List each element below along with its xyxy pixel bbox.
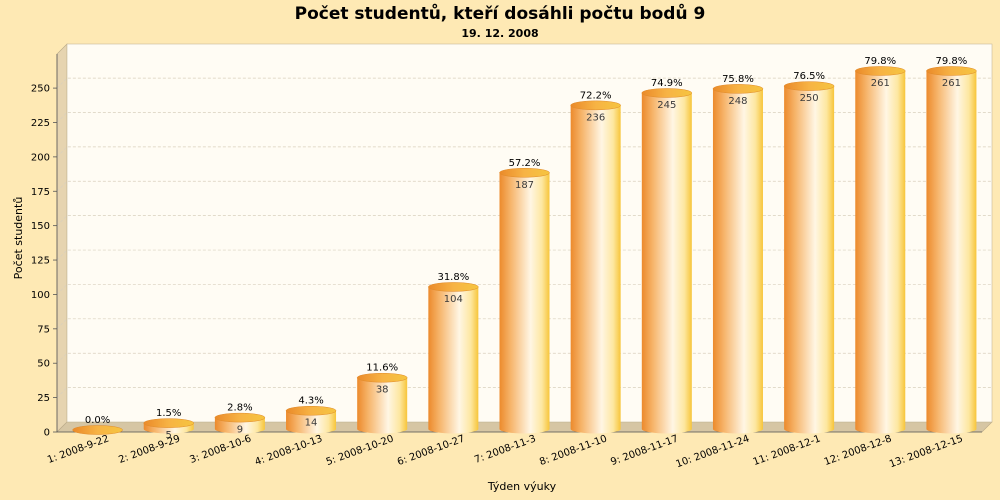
percent-label: 79.8% <box>936 56 968 67</box>
bar-group: 4.3% 14 <box>285 396 337 434</box>
bar <box>499 172 550 434</box>
chart-subtitle: 19. 12. 2008 <box>461 27 538 40</box>
bar-top <box>285 405 337 416</box>
bar-group: 11.6% 38 <box>356 363 408 434</box>
bar-top <box>499 168 550 178</box>
percent-label: 75.8% <box>722 74 754 85</box>
bar-top <box>570 100 621 111</box>
bar-top <box>143 418 194 428</box>
bar-top <box>926 66 977 76</box>
x-axis-label: Týden výuky <box>487 480 557 493</box>
x-tick-label: 5: 2008-10-20 <box>325 433 396 468</box>
percent-label: 31.8% <box>437 272 469 283</box>
bar-top <box>214 412 266 423</box>
y-tick-label: 50 <box>37 359 50 370</box>
value-label: 14 <box>305 418 318 429</box>
x-tick-label: 12: 2008-12-8 <box>823 433 894 468</box>
x-tick-label: 13: 2008-12-15 <box>888 433 964 470</box>
chart-title: Počet studentů, kteří dosáhli počtu bodů… <box>295 2 706 24</box>
bar-top <box>356 372 408 383</box>
y-axis-ticks: 0 25 50 75 100 125 150 175 200 225 250 <box>31 84 57 439</box>
percent-label: 11.6% <box>366 363 398 374</box>
bar-top <box>712 84 764 94</box>
y-tick-label: 250 <box>31 84 50 95</box>
x-tick-label: 9: 2008-11-17 <box>609 433 680 468</box>
y-axis-label: Počet studentů <box>12 197 25 280</box>
bar-group: 79.8% 261 <box>926 56 977 434</box>
y-tick-label: 125 <box>31 256 50 267</box>
y-tick-label: 200 <box>31 152 50 163</box>
y-tick-label: 225 <box>31 118 50 129</box>
bar <box>926 70 977 434</box>
bar-group: 72.2% 236 <box>570 90 621 434</box>
y-tick-label: 175 <box>31 187 50 198</box>
y-tick-label: 75 <box>37 324 50 335</box>
x-tick-label: 3: 2008-10-6 <box>188 433 253 465</box>
bar <box>286 410 337 434</box>
y-tick-label: 25 <box>37 393 50 404</box>
bar <box>570 105 621 434</box>
bar-top <box>72 425 123 435</box>
bar-group: 76.5% 250 <box>783 71 835 434</box>
x-tick-label: 4: 2008-10-13 <box>254 433 325 468</box>
value-label: 245 <box>657 100 676 111</box>
bar-group: 57.2% 187 <box>499 158 550 434</box>
x-tick-label: 11: 2008-12-1 <box>752 433 823 468</box>
bar-top <box>428 282 479 292</box>
bar-top <box>855 66 906 76</box>
percent-label: 2.8% <box>227 403 252 414</box>
bars: 0.0% 1.5% 5 2.8% 9 4.3% 14 11.6% 38 31.8% 104 57.2%… <box>72 56 977 441</box>
bar <box>712 88 763 434</box>
x-tick-label: 6: 2008-10-27 <box>396 433 467 468</box>
bar-group: 1.5% 5 <box>143 408 194 441</box>
percent-label: 76.5% <box>793 71 825 82</box>
x-tick-label: 7: 2008-11-3 <box>473 433 538 465</box>
value-label: 236 <box>586 112 605 123</box>
value-label: 261 <box>871 78 890 89</box>
percent-label: 57.2% <box>509 158 541 169</box>
x-tick-label: 8: 2008-11-10 <box>538 433 609 468</box>
percent-label: 1.5% <box>156 408 181 419</box>
percent-label: 74.9% <box>651 78 683 89</box>
x-tick-label: 10: 2008-11-24 <box>675 433 751 470</box>
bar <box>428 286 479 434</box>
bar <box>641 92 692 434</box>
plot-side-wall <box>56 43 68 433</box>
x-tick-label: 1: 2008-9-22 <box>46 433 111 465</box>
value-label: 187 <box>515 180 534 191</box>
bar-group: 74.9% 245 <box>641 78 693 434</box>
bar-group: 0.0% <box>72 415 123 435</box>
value-label: 104 <box>444 294 463 305</box>
y-tick-label: 0 <box>44 428 50 439</box>
bar-top <box>783 81 835 91</box>
value-label: 5 <box>166 430 172 441</box>
percent-label: 79.8% <box>864 56 896 67</box>
value-label: 250 <box>800 93 819 104</box>
x-axis-ticks: 1: 2008-9-22 2: 2008-9-29 3: 2008-10-6 4: 2… <box>46 433 964 470</box>
y-tick-label: 100 <box>31 290 50 301</box>
percent-label: 0.0% <box>85 415 110 426</box>
bar-group: 79.8% 261 <box>855 56 906 434</box>
bar-group: 2.8% 9 <box>214 403 266 436</box>
bar <box>357 377 408 434</box>
value-label: 248 <box>728 96 747 107</box>
bar <box>784 86 835 434</box>
x-tick-label: 2: 2008-9-29 <box>117 433 182 465</box>
percent-label: 72.2% <box>580 90 612 101</box>
grid-line <box>56 77 992 89</box>
bar <box>855 70 906 434</box>
bar-top <box>641 88 693 98</box>
value-label: 9 <box>237 425 243 436</box>
value-label: 38 <box>376 385 389 396</box>
bar-group: 75.8% 248 <box>712 74 764 434</box>
percent-label: 4.3% <box>298 396 323 407</box>
bar-group: 31.8% 104 <box>428 272 479 434</box>
value-label: 261 <box>942 78 961 89</box>
y-tick-label: 150 <box>31 221 50 232</box>
